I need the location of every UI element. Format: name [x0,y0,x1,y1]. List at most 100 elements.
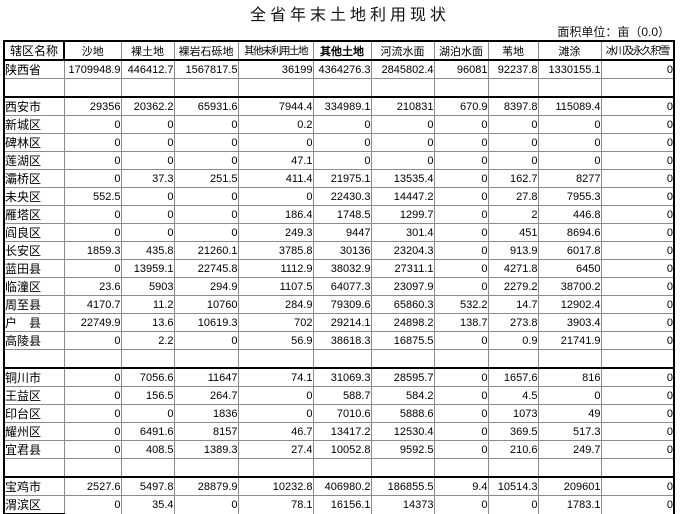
cell: 4271.8 [487,259,539,278]
row-label: 临潼区 [3,277,65,296]
cell: 0 [600,422,675,441]
cell: 0 [63,495,122,514]
cell: 273.8 [487,313,539,332]
cell: 0 [433,115,489,134]
row-label: 周至县 [3,295,65,314]
cell: 0 [173,205,239,224]
column-header: 裸土地 [120,40,175,61]
table-row: 莲湖区 0 0 0 47.1 0 0 0 0 0 0 [3,151,675,170]
cell: 1567817.5 [173,59,239,79]
cell [433,78,489,98]
cell: 0 [487,151,539,170]
cell: 0 [600,169,675,188]
row-label: 蓝田县 [3,259,65,278]
row-label [3,78,65,98]
cell: 22749.9 [63,313,122,332]
cell [600,458,675,478]
table-row: 印台区 0 0 1836 0 7010.6 5888.6 0 1073 49 0 [3,404,675,423]
cell: 0 [600,495,675,514]
table-row: 新城区 0 0 0 0.2 0 0 0 0 0 0 [3,115,675,134]
cell: 0 [433,386,489,405]
table-row: 周至县 4170.7 11.2 10760 284.9 79309.6 65860.3 532… [3,295,675,314]
cell [312,349,372,369]
cell: 0 [173,187,239,206]
cell: 5888.6 [370,404,435,423]
cell: 23204.3 [370,241,435,260]
row-label: 铜川市 [3,367,65,387]
cell [63,78,122,98]
cell: 36199 [237,59,314,79]
cell: 7056.6 [120,367,175,387]
cell: 0 [600,386,675,405]
cell: 702 [237,313,314,332]
cell [173,349,239,369]
cell: 65860.3 [370,295,435,314]
cell: 552.5 [63,187,122,206]
cell: 0 [433,151,489,170]
column-header: 沙地 [63,40,122,61]
cell: 670.9 [433,96,489,116]
cell: 0 [433,495,489,514]
cell: 0 [537,386,602,405]
row-label: 户 县 [3,313,65,332]
column-header: 冰川及永久积雪 [600,40,675,61]
cell: 138.7 [433,313,489,332]
cell: 0 [173,223,239,242]
cell: 1657.6 [487,367,539,387]
cell: 2.2 [120,331,175,350]
cell: 0 [600,115,675,134]
cell: 0 [173,495,239,514]
row-label: 耀州区 [3,422,65,441]
cell: 408.5 [120,440,175,459]
cell [370,458,435,478]
cell: 0 [63,259,122,278]
cell: 10052.8 [312,440,372,459]
cell: 22430.3 [312,187,372,206]
table-row: 碑林区 0 0 0 0 0 0 0 0 0 0 [3,133,675,152]
cell: 16156.1 [312,495,372,514]
cell [120,458,175,478]
cell: 0 [600,313,675,332]
cell [173,78,239,98]
cell: 8397.8 [487,96,539,116]
cell: 31069.3 [312,367,372,387]
cell: 37.3 [120,169,175,188]
separator-row [3,78,675,98]
cell: 162.7 [487,169,539,188]
cell: 29356 [63,96,122,116]
cell: 46.7 [237,422,314,441]
cell: 4.5 [487,386,539,405]
cell: 0 [237,404,314,423]
cell: 0 [487,115,539,134]
cell: 1107.5 [237,277,314,296]
table-row: 长安区 1859.3 435.8 21260.1 3785.8 30136 23204.3 0… [3,241,675,260]
cell: 0 [120,187,175,206]
cell: 11647 [173,367,239,387]
cell: 3903.4 [537,313,602,332]
cell: 584.2 [370,386,435,405]
cell: 6450 [537,259,602,278]
cell [120,78,175,98]
cell: 10514.3 [487,476,539,496]
cell: 11.2 [120,295,175,314]
table-row: 宝鸡市 2527.6 5497.8 28879.9 10232.8 406980.2 186… [3,476,675,496]
cell: 20362.2 [120,96,175,116]
cell: 13417.2 [312,422,372,441]
table-row: 阎良区 0 0 0 249.3 9447 301.4 0 451 8694.6 0 [3,223,675,242]
cell: 0 [600,440,675,459]
cell: 6017.8 [537,241,602,260]
cell: 0 [63,422,122,441]
cell [487,349,539,369]
table-row: 宜君县 0 408.5 1389.3 27.4 10052.8 9592.5 0 210.6 24… [3,440,675,459]
cell: 78.1 [237,495,314,514]
table-row: 西安市 29356 20362.2 65931.6 7944.4 334989.1 2108… [3,96,675,116]
cell: 186855.5 [370,476,435,496]
cell: 0 [600,96,675,116]
cell: 0 [433,169,489,188]
cell: 0 [433,205,489,224]
cell: 30136 [312,241,372,260]
cell [237,458,314,478]
cell: 0 [120,223,175,242]
cell: 532.2 [433,295,489,314]
cell: 1709948.9 [63,59,122,79]
